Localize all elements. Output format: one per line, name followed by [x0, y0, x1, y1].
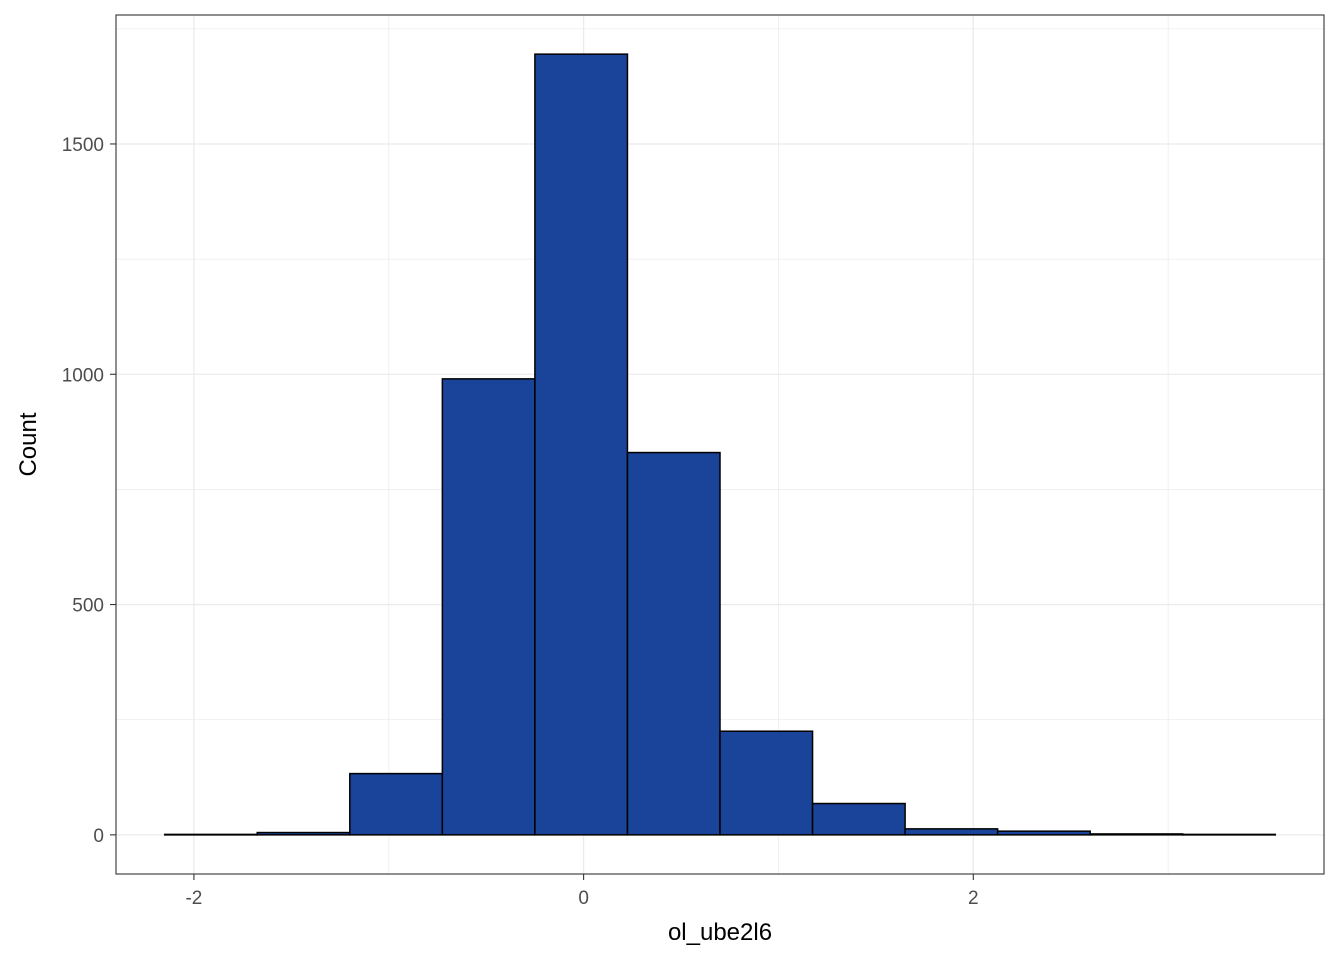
- histogram-bar: [163, 833, 259, 836]
- histogram-bar: [719, 730, 814, 836]
- tick-labels: -2 0 2 0 500 1000 1500: [62, 135, 979, 909]
- histogram-bar: [256, 831, 351, 836]
- panel-border: [115, 14, 1325, 875]
- histogram-bar: [441, 378, 536, 836]
- histogram-bar: [534, 53, 629, 836]
- histogram-bar: [626, 451, 721, 836]
- histogram-bar: [349, 772, 444, 836]
- histogram-bar: [1181, 833, 1277, 836]
- histogram-bar: [1089, 833, 1184, 836]
- x-tick-label: -2: [185, 888, 202, 909]
- histogram-bars: [163, 53, 1277, 836]
- x-tick-label: 0: [578, 888, 589, 909]
- y-tick-label: 1500: [62, 135, 104, 156]
- x-axis-title: ol_ube2l6: [668, 919, 772, 946]
- y-tick-label: 0: [93, 826, 104, 847]
- histogram-bar: [904, 828, 999, 836]
- histogram-bar: [811, 802, 906, 836]
- histogram-bar: [996, 830, 1091, 836]
- x-tick-label: 2: [968, 888, 979, 909]
- y-tick-label: 500: [72, 596, 104, 617]
- y-tick-label: 1000: [62, 365, 104, 386]
- y-axis-title: Count: [15, 412, 42, 476]
- axis-ticks: [110, 143, 974, 880]
